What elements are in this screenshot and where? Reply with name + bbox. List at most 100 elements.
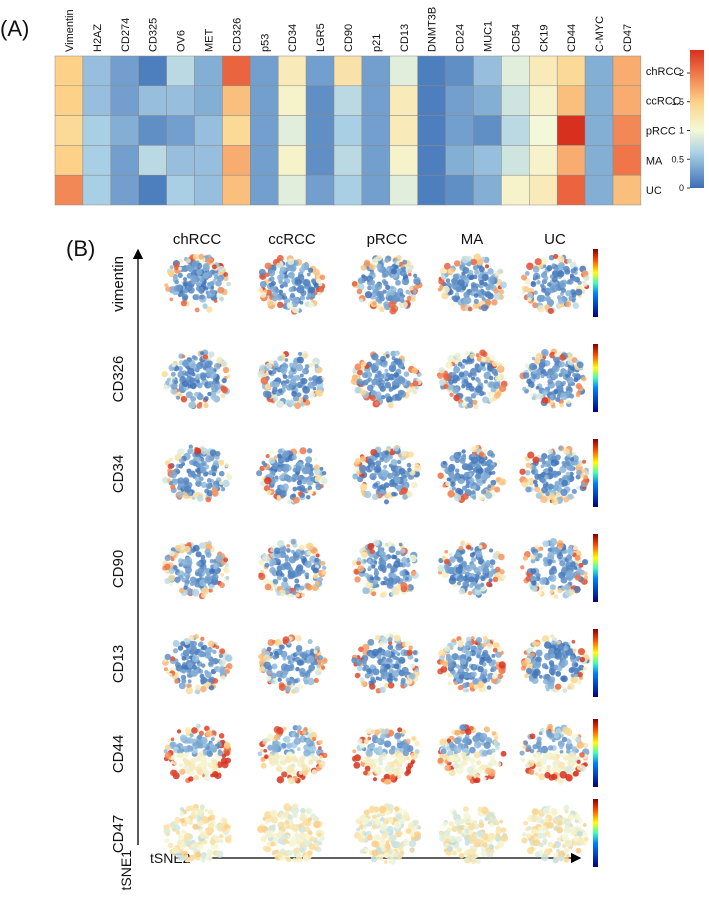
tsne-dot [492,553,499,560]
tsne-dot [539,675,543,679]
tsne-dot [555,754,560,759]
tsne-dot [287,573,294,580]
tsne-dot [205,497,211,503]
tsne-dot [185,727,191,733]
tsne-dot [201,663,205,667]
tsne-dot [533,370,537,374]
tsne-dot [445,361,452,368]
tsne-dot [475,363,480,368]
tsne-dot [583,667,587,671]
tsne-dot [407,763,413,769]
tsne-dot [378,564,385,571]
row-label: CD47 [110,815,127,853]
tsne-dot [577,361,584,368]
tsne-dot [457,575,464,582]
colorbar [593,249,598,317]
tsne-dot [275,850,279,854]
tsne-dot [368,378,372,382]
tsne-plot [162,633,591,695]
tsne-dot [295,635,301,641]
tsne-dot [414,658,418,662]
tsne-dot [491,570,495,574]
tsne-dot [520,565,524,569]
tsne-dot [369,279,375,285]
tsne-dot [208,647,213,652]
tsne-dot [308,639,313,644]
tsne-dot [367,458,373,464]
tsne-dot [203,495,207,499]
tsne-dot [299,447,306,454]
tsne-dot [372,494,378,500]
tsne-dot [536,280,541,285]
tsne-dot [169,298,173,302]
tsne-dot [525,279,531,285]
tsne-dot [549,668,556,675]
tsne-dot [544,748,548,752]
tsne-dot [266,454,270,458]
tsne-dot [448,467,453,472]
colorbar-tick-label: 1 [679,126,684,136]
tsne-dot [448,662,454,668]
tsne-dot [365,757,370,762]
tsne-dot [180,807,184,811]
tsne-dot [371,769,375,773]
tsne-dot [303,394,309,400]
tsne-dot [263,463,267,467]
tsne-dot [404,771,409,776]
tsne-dot [257,752,262,757]
tsne-dot [371,258,378,265]
tsne-dot [483,777,487,781]
tsne-dot [277,853,282,858]
tsne-dot [580,473,584,477]
tsne-dot [258,573,265,580]
tsne-dot [179,763,183,767]
tsne-dot [200,756,207,763]
tsne-dot [277,575,282,580]
tsne-dot [541,374,545,378]
heatmap-cell [390,116,418,146]
tsne-dot [441,748,447,754]
tsne-dot [169,381,173,385]
tsne-dot [401,450,407,456]
tsne-dot [266,676,271,681]
row-label: CD34 [110,455,127,493]
tsne-dot [183,493,188,498]
tsne-dot [210,569,214,573]
tsne-dot [556,665,562,671]
tsne-dot [400,292,404,296]
tsne-dot [296,571,301,576]
tsne-dot [408,273,412,277]
tsne-dot [189,856,194,861]
row-label: chRCC [646,66,682,78]
heatmap-cell [418,145,446,175]
tsne-dot [187,737,193,743]
tsne-dot [277,356,282,361]
tsne-dot [482,652,486,656]
tsne-dot [357,565,364,572]
tsne-dot [396,551,401,556]
tsne-dot [446,278,451,283]
tsne-dot [318,746,322,750]
tsne-dot [298,274,305,281]
tsne-dot [373,777,377,781]
tsne-dot [501,574,506,579]
tsne-dot [222,754,226,758]
tsne-dot [444,765,451,772]
tsne-dot [360,743,365,748]
tsne-dot [378,677,382,681]
tsne-dot [548,548,552,552]
tsne-dot [543,679,548,684]
tsne-dot [475,385,482,392]
tsne-dot [470,354,475,359]
tsne-dot [270,286,276,292]
tsne-dot [570,457,574,461]
tsne-dot [498,366,503,371]
tsne-dot [191,669,199,677]
tsne-dot [454,730,460,736]
tsne-dot [452,374,459,381]
column-label: CD325 [148,18,160,52]
column-label: CD326 [231,18,243,52]
tsne-dot [352,749,356,753]
tsne-dot [265,584,272,591]
tsne-dot [371,565,375,569]
